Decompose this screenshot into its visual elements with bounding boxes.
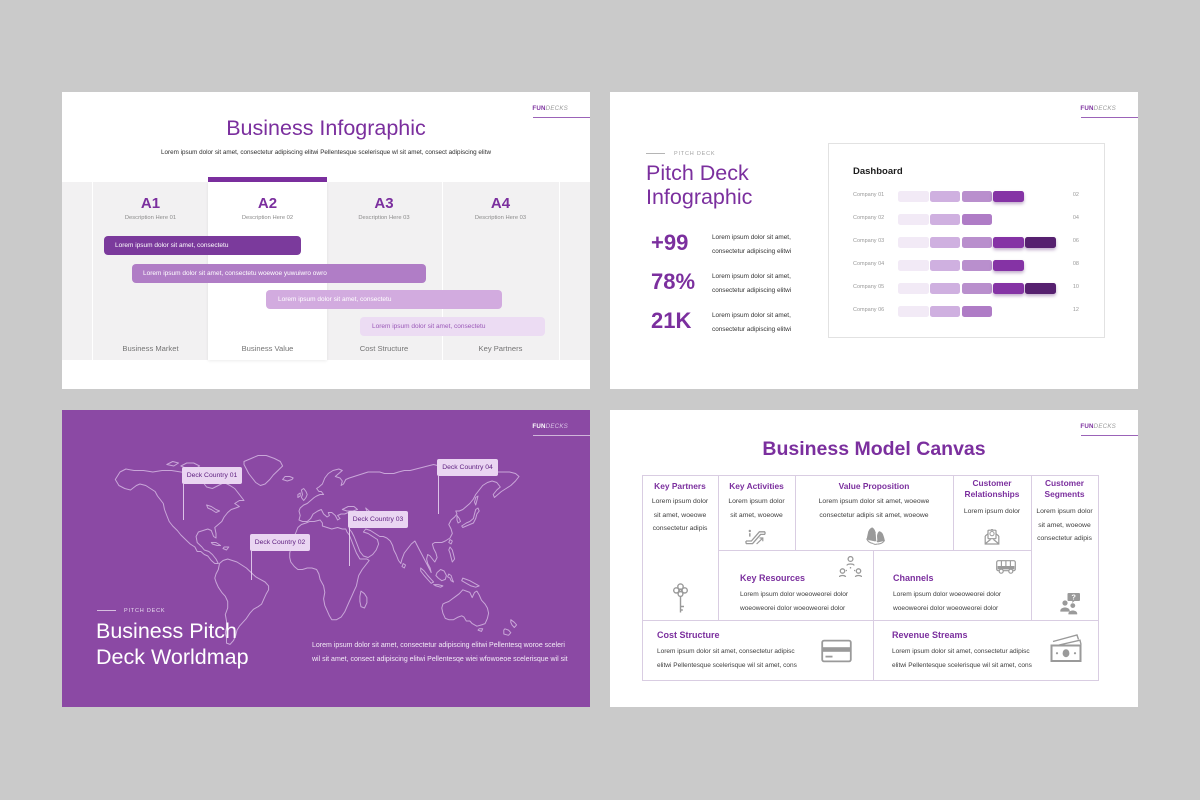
svg-text:?: ? xyxy=(1071,593,1076,602)
